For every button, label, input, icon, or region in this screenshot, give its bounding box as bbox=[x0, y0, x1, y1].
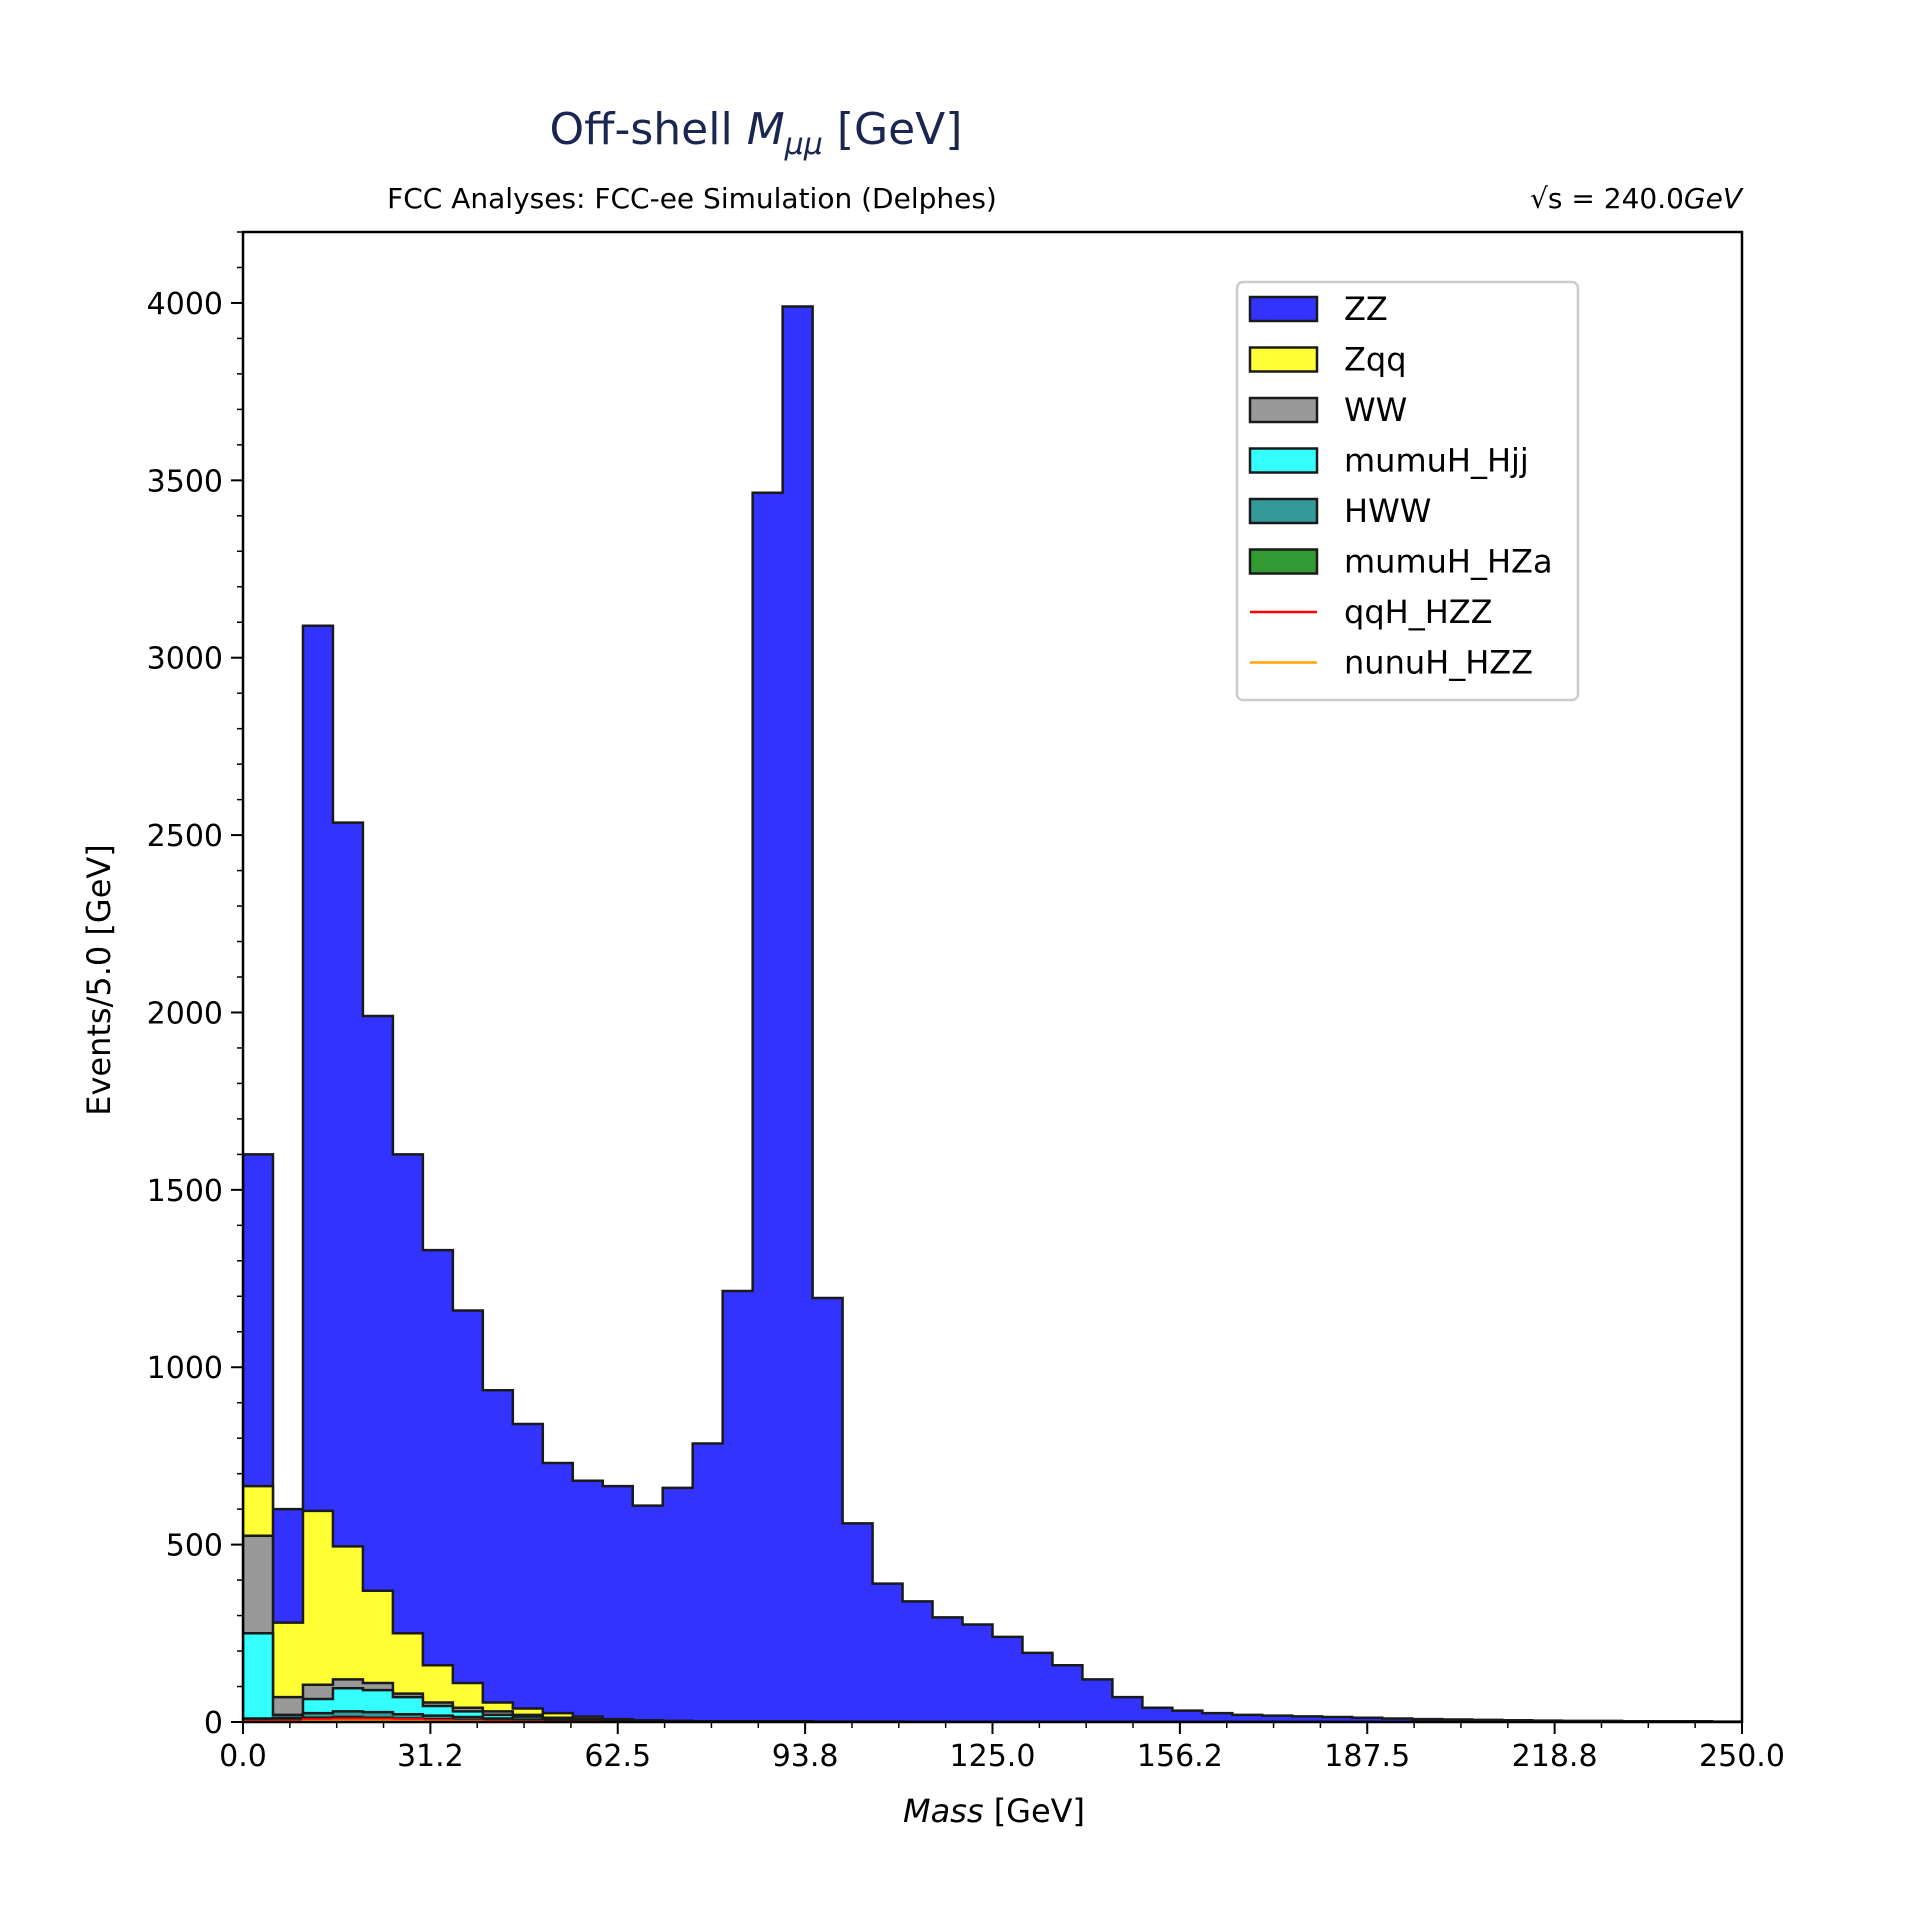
legend-label-hww: HWW bbox=[1344, 492, 1431, 530]
y-tick-label: 500 bbox=[166, 1529, 223, 1564]
x-tick-label: 31.2 bbox=[397, 1739, 464, 1774]
subtitle-left: FCC Analyses: FCC-ee Simulation (Delphes… bbox=[387, 182, 997, 215]
series-line-qqh-hzz bbox=[243, 1717, 1742, 1722]
legend-label-mumuh-hjj: mumuH_Hjj bbox=[1344, 442, 1529, 480]
legend-label-ww: WW bbox=[1344, 391, 1407, 429]
y-tick-label: 1500 bbox=[147, 1174, 223, 1209]
y-axis-label: Events/5.0 [GeV] bbox=[80, 844, 118, 1116]
title-symbol: M bbox=[747, 104, 785, 155]
y-tick-label: 3500 bbox=[147, 464, 223, 499]
legend-swatch-ww bbox=[1248, 396, 1319, 424]
legend-label-zqq: Zqq bbox=[1344, 341, 1407, 379]
title-unit: [GeV] bbox=[823, 104, 963, 155]
x-tick-label: 0.0 bbox=[219, 1739, 267, 1774]
chart-title: Off-shell Mμμ [GeV] bbox=[550, 104, 963, 162]
legend-swatch-zqq bbox=[1248, 346, 1319, 373]
subtitle-right: √s = 240.0GeV bbox=[1530, 182, 1744, 215]
y-tick-label: 2500 bbox=[147, 819, 223, 854]
legend-label-qqh-hzz: qqH_HZZ bbox=[1344, 593, 1493, 631]
y-tick-label: 2000 bbox=[147, 996, 223, 1031]
x-tick-label: 93.8 bbox=[772, 1739, 839, 1774]
x-axis-label: Mass [GeV] bbox=[903, 1792, 1085, 1830]
legend-label-nunuh-hzz: nunuH_HZZ bbox=[1344, 644, 1533, 682]
x-tick-label: 125.0 bbox=[950, 1739, 1036, 1774]
x-tick-label: 156.2 bbox=[1137, 1739, 1223, 1774]
legend-swatch-mumuh-hjj bbox=[1248, 447, 1319, 474]
title-subscript: μμ bbox=[784, 127, 823, 162]
series-area-zz bbox=[243, 305, 1742, 1722]
x-tick-label: 250.0 bbox=[1699, 1739, 1785, 1774]
x-axis-label-italic: Mass bbox=[903, 1792, 984, 1830]
legend-label-mumuh-hza: mumuH_HZa bbox=[1344, 543, 1553, 581]
axes: 0.0 31.2 62.5 93.8 125.0 156.2 187.5 218.8 250.0… bbox=[147, 230, 1785, 1774]
legend-label-zz: ZZ bbox=[1344, 290, 1388, 328]
legend-swatch-zz bbox=[1248, 295, 1319, 323]
x-tick-label: 187.5 bbox=[1324, 1739, 1410, 1774]
legend-swatch-mumuh-hza bbox=[1248, 548, 1319, 575]
legend: ZZ Zqq WW mumuH_Hjj HWW mumuH_HZa qqH_HZZ nunuH… bbox=[1235, 280, 1580, 702]
y-tick-label: 0 bbox=[204, 1706, 223, 1741]
y-tick-label: 1000 bbox=[147, 1351, 223, 1386]
legend-swatch-hww bbox=[1248, 497, 1319, 525]
subtitle-right-prefix: √s = 240.0 bbox=[1530, 182, 1684, 215]
x-tick-label: 218.8 bbox=[1512, 1739, 1598, 1774]
legend-box bbox=[1235, 280, 1580, 702]
x-axis-label-unit: [GeV] bbox=[984, 1792, 1086, 1830]
y-tick-label: 4000 bbox=[147, 287, 223, 322]
x-tick-label: 62.5 bbox=[584, 1739, 651, 1774]
y-tick-label: 3000 bbox=[147, 642, 223, 677]
title-main: Off-shell bbox=[550, 104, 747, 155]
subtitle-right-unit: GeV bbox=[1684, 182, 1744, 215]
